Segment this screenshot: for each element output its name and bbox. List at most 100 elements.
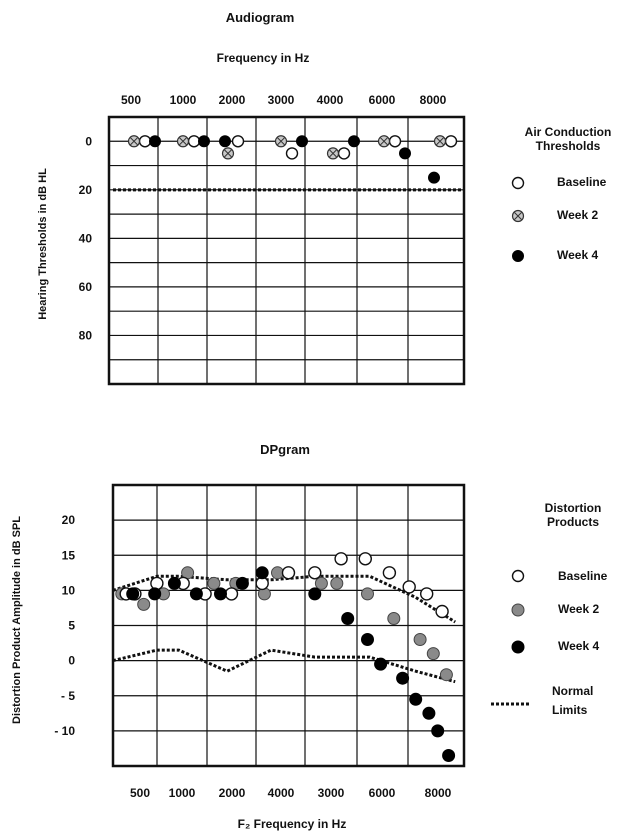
dpgram-point-week4 — [214, 587, 227, 601]
audiogram-frame — [107, 115, 466, 386]
dpgram-plot-area — [111, 483, 466, 768]
dpgram-x-tick-label: 3000 — [318, 786, 345, 800]
audiogram-point-week2-hatch — [179, 137, 187, 146]
dpgram-point-week4 — [442, 749, 456, 762]
audiogram-point-week2 — [433, 135, 447, 148]
dpgram-x-tick-label: 6000 — [369, 786, 396, 800]
dpgram-point-week4 — [308, 587, 322, 601]
audiogram-point-baseline — [231, 135, 245, 148]
audiogram-x-tick-label: 3000 — [268, 93, 295, 107]
dpgram-legend-title-line1: Distortion — [545, 501, 602, 515]
dpgram-y-tick-label: 10 — [62, 583, 76, 597]
dp-legend-normal-limits-line2: Limits — [552, 703, 588, 717]
audiogram-point-week2-hatch — [436, 137, 444, 146]
audiogram-point-week2-hatch — [277, 137, 285, 146]
audiogram-point-week2-hatch — [329, 149, 337, 158]
dpgram-normal-limit-lines — [112, 574, 456, 684]
dpgram-point-week4 — [341, 612, 355, 625]
legend-baseline-marker — [511, 176, 525, 190]
dpgram-y-tick-label: - 10 — [54, 724, 75, 738]
dpgram-point-baseline — [358, 552, 372, 566]
audiogram-point-baseline — [285, 147, 299, 160]
dpgram-point-week4 — [167, 576, 181, 590]
dpgram-point-week2 — [387, 612, 401, 625]
audiogram-point-week4 — [198, 135, 210, 148]
audiogram-x-tick-label: 8000 — [420, 93, 447, 107]
dpgram-point-week4 — [431, 724, 445, 738]
audiogram-point-week2 — [221, 147, 235, 160]
dpgram-point-baseline — [308, 566, 322, 580]
dp-legend-week2-label: Week 2 — [558, 602, 599, 616]
audiogram-point-week4 — [348, 135, 360, 148]
audiogram-point-baseline — [187, 135, 201, 148]
legend-week2-marker — [511, 209, 525, 223]
dpgram-normal-limit-line — [112, 574, 456, 624]
dpgram-x-tick-labels: 500 1000 2000 4000 3000 6000 8000 — [130, 786, 452, 800]
dpgram-y-tick-labels: 20 15 10 5 0 - 5 - 10 — [54, 513, 75, 738]
legend-baseline-label: Baseline — [557, 175, 607, 189]
audiogram-top-axis-label: Frequency in Hz — [217, 51, 310, 65]
audiogram-point-week4 — [296, 135, 308, 148]
dpgram-y-tick-label: - 5 — [61, 689, 75, 703]
dpgram-x-tick-label: 2000 — [219, 786, 246, 800]
dpgram-x-axis-label: F₂ Frequency in Hz — [238, 817, 347, 831]
dpgram-point-week4 — [409, 692, 423, 706]
audiogram-point-week4 — [399, 147, 411, 160]
dpgram-point-baseline — [224, 587, 239, 601]
audiogram-y-tick-label: 40 — [79, 231, 93, 245]
audiogram-point-week2 — [326, 147, 340, 160]
dpgram-point-week2 — [361, 587, 374, 601]
dpgram-x-tick-label: 500 — [130, 786, 150, 800]
dpgram-frame — [111, 483, 466, 768]
dpgram-normal-limit-line — [112, 648, 456, 684]
legend-week2-label: Week 2 — [557, 208, 598, 222]
audiogram-x-tick-label: 500 — [121, 93, 141, 107]
dpgram-x-tick-label: 1000 — [169, 786, 196, 800]
dpgram-point-week4 — [255, 566, 269, 580]
legend-week4-marker — [512, 250, 524, 262]
audiogram-legend-title-line1: Air Conduction — [525, 125, 612, 139]
dpgram-point-week2 — [137, 597, 151, 611]
audiogram-point-week2-hatch — [380, 137, 388, 146]
dpgram-point-week4 — [422, 706, 436, 720]
dpgram-point-week4 — [361, 633, 374, 646]
dpgram-x-tick-label: 4000 — [268, 786, 295, 800]
audiogram-legend-title-line2: Thresholds — [536, 139, 601, 153]
dpgram-point-week2 — [413, 633, 427, 646]
audiogram-x-tick-labels: 500 1000 2000 3000 4000 6000 8000 — [121, 93, 447, 107]
dpgram-point-baseline — [150, 576, 164, 591]
audiogram-point-week2 — [274, 135, 288, 148]
audiogram-point-baseline — [444, 135, 458, 148]
dpgram-point-week2 — [314, 576, 328, 590]
dp-legend-week4-label: Week 4 — [558, 639, 599, 653]
audiogram-data-points — [127, 135, 458, 184]
dpgram-y-tick-label: 20 — [62, 513, 76, 527]
audiogram-point-week4 — [219, 135, 231, 148]
audiogram-point-week2 — [127, 135, 141, 148]
audiogram-point-baseline — [337, 147, 351, 160]
dpgram-point-baseline — [402, 580, 416, 594]
audiogram-plot-area — [107, 115, 466, 386]
dpgram-point-week4 — [374, 657, 388, 671]
dpgram-y-tick-label: 5 — [68, 619, 75, 633]
dpgram-data-points — [115, 552, 456, 762]
audiogram-point-week4 — [428, 171, 440, 184]
dpgram-point-week2 — [439, 668, 453, 682]
dpgram-point-baseline — [435, 604, 449, 619]
audiogram-point-week2 — [377, 135, 391, 148]
dp-legend-week4-marker — [511, 640, 525, 654]
dpgram-point-week4 — [189, 587, 203, 601]
dpgram-x-tick-label: 8000 — [425, 786, 452, 800]
audiogram-x-tick-label: 2000 — [219, 93, 246, 107]
dpgram-point-week2 — [330, 576, 344, 590]
dpgram-y-tick-label: 15 — [62, 548, 76, 562]
dp-legend-week2-marker — [511, 603, 525, 617]
dpgram-point-baseline — [420, 587, 434, 601]
audiogram-point-week2-hatch — [130, 137, 138, 146]
dpgram-y-axis-label: Distortion Product Amplitude in dB SPL — [11, 516, 23, 724]
audiogram-y-tick-label: 60 — [79, 280, 93, 294]
dpgram-point-week4 — [396, 671, 410, 685]
audiogram-x-tick-label: 6000 — [369, 93, 396, 107]
dpgram-legend-title-line2: Products — [547, 515, 599, 529]
